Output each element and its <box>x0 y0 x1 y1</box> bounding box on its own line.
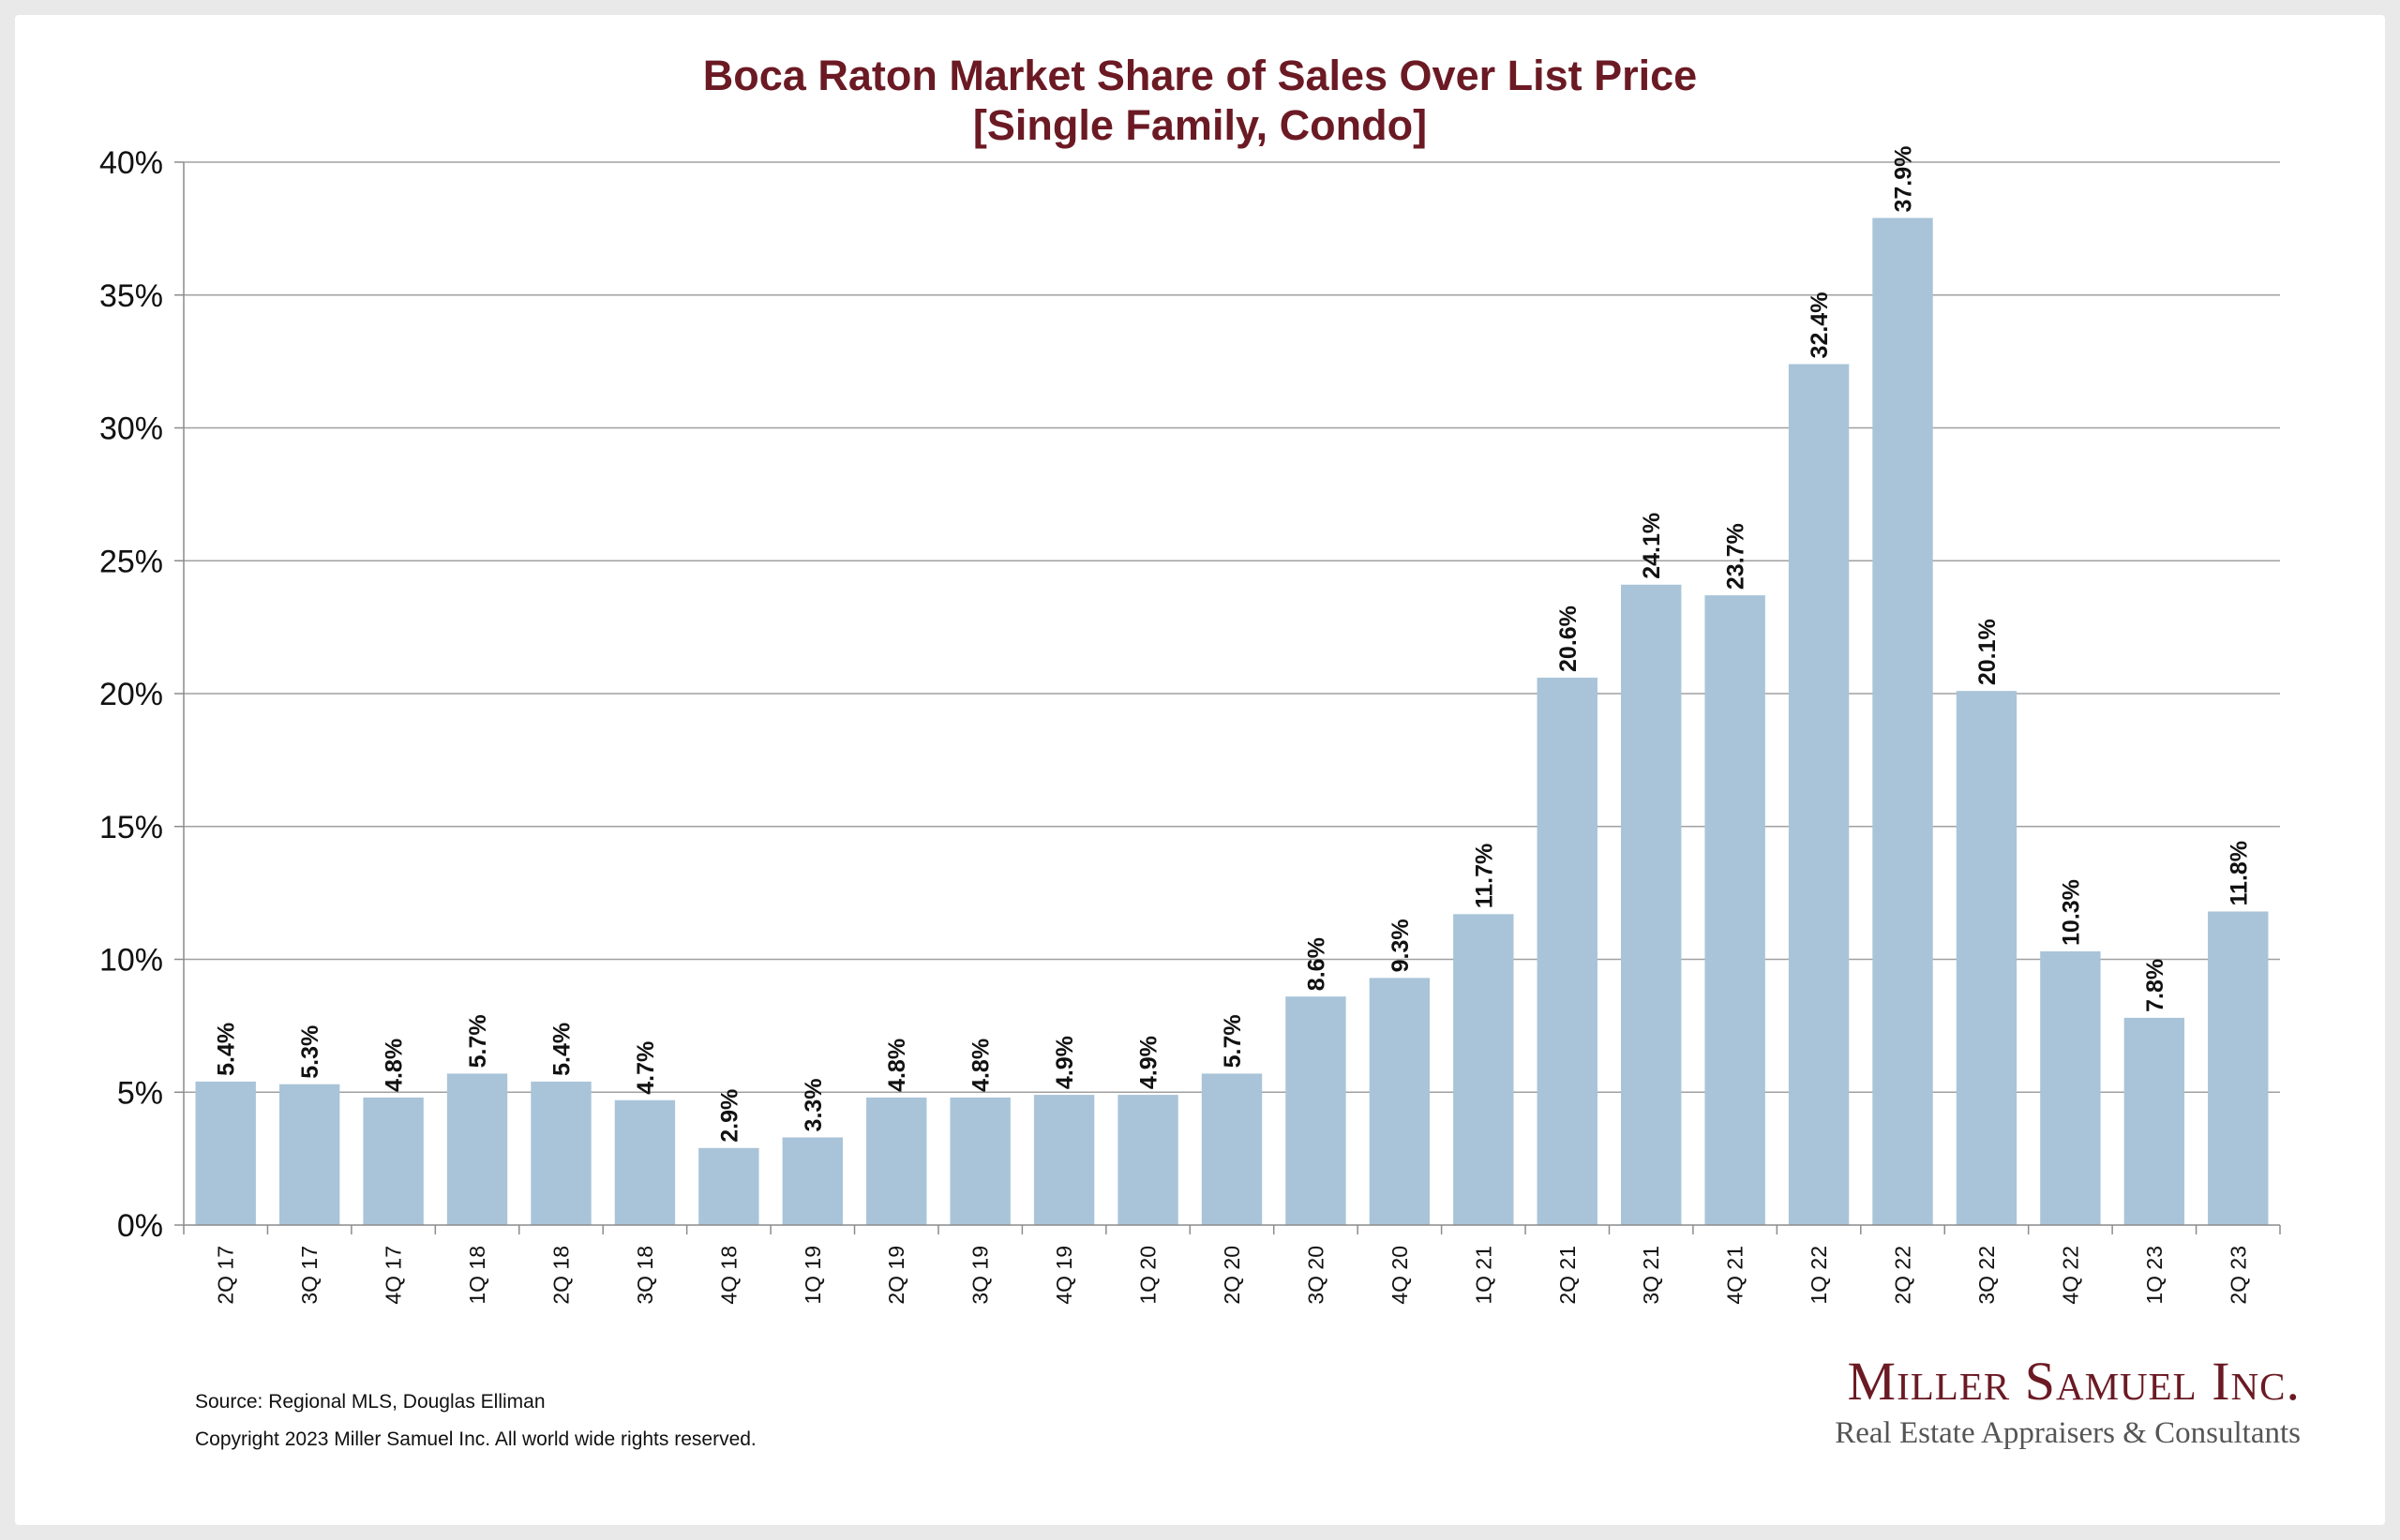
x-tick-label: 1Q 18 <box>465 1246 489 1305</box>
x-tick-label: 3Q 19 <box>968 1246 993 1305</box>
bar <box>1453 914 1514 1225</box>
data-label: 5.7% <box>465 1014 491 1068</box>
x-tick-label: 4Q 18 <box>716 1246 741 1305</box>
x-tick-label: 1Q 22 <box>1807 1246 1831 1305</box>
y-tick-label: 0% <box>117 1208 163 1244</box>
data-label: 4.9% <box>1052 1036 1078 1089</box>
chart-title-line-2: [Single Family, Condo] <box>973 101 1427 149</box>
data-label: 11.7% <box>1471 844 1497 909</box>
y-tick-label: 10% <box>99 943 163 979</box>
data-label: 5.4% <box>548 1023 575 1076</box>
bar <box>1369 978 1431 1225</box>
x-tick-label: 2Q 20 <box>1220 1246 1244 1305</box>
x-tick-label: 1Q 21 <box>1471 1246 1495 1305</box>
x-tick-label: 1Q 23 <box>2142 1246 2167 1305</box>
data-label: 32.4% <box>1807 292 1833 359</box>
data-label: 4.8% <box>968 1039 995 1092</box>
bars <box>183 217 2281 1234</box>
y-tick-label: 35% <box>99 278 163 314</box>
y-tick-label: 20% <box>99 677 163 712</box>
bar <box>866 1097 927 1225</box>
y-tick-label: 5% <box>117 1075 163 1111</box>
bar <box>1788 364 1850 1226</box>
data-label: 4.9% <box>1136 1036 1162 1089</box>
data-label: 37.9% <box>1891 146 1917 213</box>
logo-company-name: Miller Samuel Inc. <box>1847 1351 2301 1412</box>
bar <box>1621 584 1682 1225</box>
x-tick-label: 2Q 21 <box>1555 1246 1580 1305</box>
data-label: 9.3% <box>1388 919 1414 972</box>
bar <box>1537 677 1598 1225</box>
x-tick-label: 4Q 22 <box>2058 1246 2082 1305</box>
x-tick-label: 2Q 22 <box>1891 1246 1915 1305</box>
x-tick-label: 3Q 21 <box>1639 1246 1663 1305</box>
bar <box>950 1097 1011 1225</box>
logo-tagline: Real Estate Appraisers & Consultants <box>1835 1415 2301 1450</box>
data-label: 4.8% <box>382 1039 408 1092</box>
bar <box>782 1137 843 1225</box>
bar <box>1285 996 1346 1225</box>
data-label: 2.9% <box>716 1089 742 1143</box>
chart-title-line-1: Boca Raton Market Share of Sales Over Li… <box>703 52 1697 99</box>
x-tick-label: 4Q 21 <box>1723 1246 1748 1305</box>
x-tick-label: 2Q 23 <box>2226 1246 2250 1305</box>
data-label: 20.1% <box>1974 619 2001 685</box>
x-tick-label: 4Q 17 <box>382 1246 406 1305</box>
data-label: 10.3% <box>2058 879 2084 946</box>
x-tick-label: 2Q 17 <box>214 1246 238 1305</box>
copyright-note: Copyright 2023 Miller Samuel Inc. All wo… <box>195 1428 757 1450</box>
bar <box>1201 1073 1263 1225</box>
bar <box>531 1081 592 1225</box>
y-tick-label: 40% <box>99 145 163 181</box>
data-label: 4.8% <box>884 1039 910 1092</box>
bar <box>278 1084 340 1225</box>
bar <box>1704 595 1765 1225</box>
x-tick-label: 3Q 22 <box>1974 1246 1999 1305</box>
x-tick-label: 4Q 20 <box>1388 1246 1412 1305</box>
x-tick-label: 2Q 18 <box>548 1246 573 1305</box>
data-label: 20.6% <box>1555 606 1582 672</box>
x-tick-label: 2Q 19 <box>884 1246 908 1305</box>
company-logo: Miller Samuel Inc. Real Estate Appraiser… <box>1835 1353 2301 1450</box>
data-labels: 5.4% 5.3% 4.8% 5.7% 5.4% 4.7% 2.9% 3.3% 4.8% 4.8%… <box>214 146 2253 1143</box>
data-label: 23.7% <box>1723 523 1749 590</box>
x-axis-tick-labels: 2Q 17 3Q 17 4Q 17 1Q 18 2Q 18 3Q 18 4Q 18 1Q 19… <box>214 1246 2251 1305</box>
data-label: 11.8% <box>2226 841 2252 906</box>
y-tick-label: 25% <box>99 544 163 579</box>
data-label: 5.3% <box>297 1025 323 1079</box>
data-label: 5.7% <box>1220 1014 1246 1068</box>
y-axis-tick-labels: 0% 5% 10% 15% 20% 25% 30% 35% 40% <box>99 145 163 1244</box>
data-label: 4.7% <box>633 1041 659 1095</box>
x-tick-label: 1Q 19 <box>801 1246 825 1305</box>
bar <box>698 1147 759 1225</box>
axes <box>183 162 2280 1226</box>
bar <box>2040 950 2101 1225</box>
bar <box>2208 911 2269 1225</box>
x-tick-label: 3Q 20 <box>1303 1246 1328 1305</box>
x-tick-label: 3Q 18 <box>633 1246 657 1305</box>
data-label: 3.3% <box>801 1078 827 1131</box>
bar <box>363 1097 424 1225</box>
chart-frame: Boca Raton Market Share of Sales Over Li… <box>15 15 2385 1525</box>
bar <box>446 1073 508 1225</box>
bar <box>1033 1095 1095 1225</box>
x-tick-label: 3Q 17 <box>297 1246 322 1305</box>
bar <box>1956 691 2018 1225</box>
y-tick-label: 30% <box>99 411 163 447</box>
data-label: 24.1% <box>1639 513 1665 579</box>
bar <box>195 1081 256 1225</box>
data-label: 7.8% <box>2142 959 2168 1012</box>
bar <box>1118 1095 1178 1225</box>
x-tick-label: 1Q 20 <box>1136 1246 1161 1305</box>
bar <box>2123 1017 2185 1225</box>
y-tick-label: 15% <box>99 810 163 845</box>
source-note: Source: Regional MLS, Douglas Elliman <box>195 1391 546 1413</box>
data-label: 5.4% <box>214 1023 240 1076</box>
bar <box>614 1099 676 1225</box>
bar-chart: Boca Raton Market Share of Sales Over Li… <box>99 52 2281 1305</box>
x-tick-label: 4Q 19 <box>1052 1246 1076 1305</box>
data-label: 8.6% <box>1303 937 1329 991</box>
bar <box>1872 217 1933 1225</box>
